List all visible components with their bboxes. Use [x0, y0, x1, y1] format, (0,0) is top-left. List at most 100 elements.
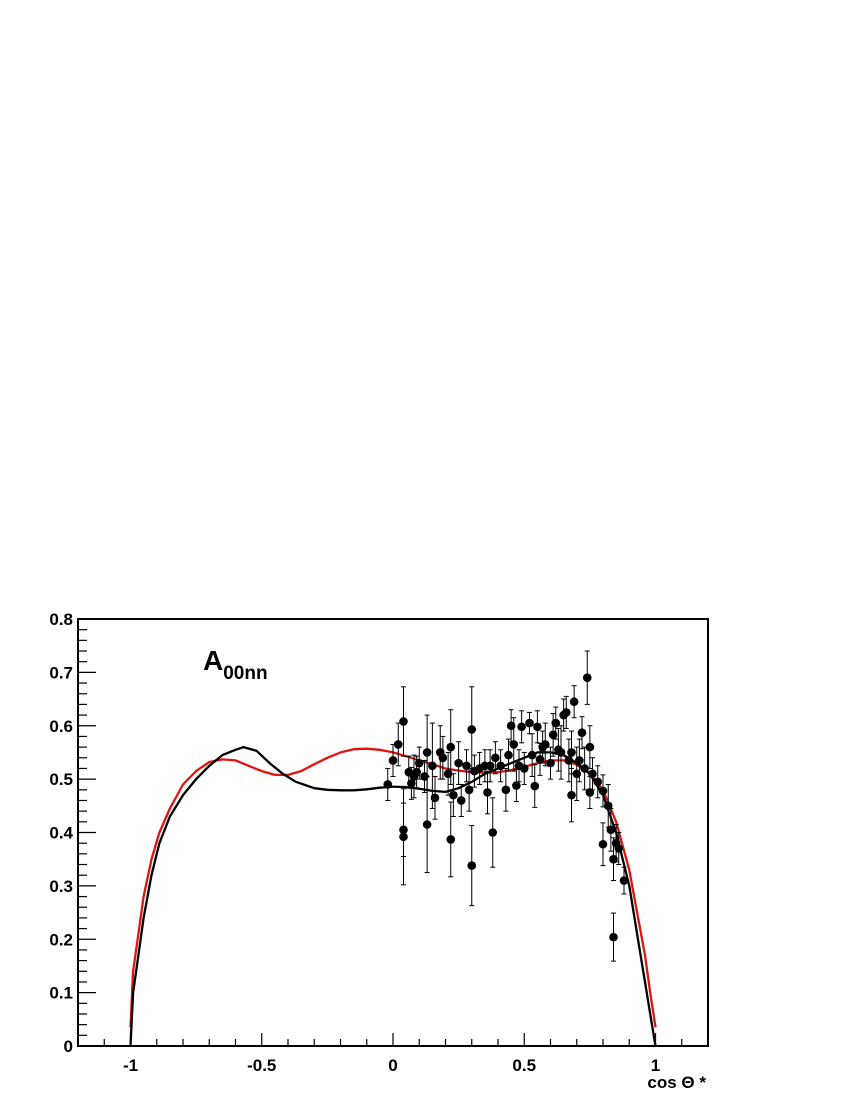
- point-marker: [428, 761, 437, 771]
- point-marker: [383, 780, 393, 789]
- point-marker: [449, 790, 458, 800]
- data-point: [388, 743, 398, 777]
- point-marker: [614, 844, 624, 853]
- x-tick-label: 0.5: [512, 1056, 536, 1075]
- data-point: [483, 770, 492, 815]
- point-marker: [517, 722, 526, 732]
- point-marker: [464, 785, 474, 795]
- data-point: [561, 695, 571, 729]
- data-point: [454, 741, 463, 785]
- data-point: [504, 738, 513, 772]
- point-marker: [525, 718, 534, 728]
- point-marker: [491, 753, 500, 763]
- data-point: [569, 685, 579, 719]
- data-point: [509, 717, 519, 772]
- point-marker: [582, 673, 592, 683]
- point-marker: [585, 788, 595, 797]
- data-point: [556, 725, 566, 780]
- point-marker: [551, 718, 561, 728]
- data-point: [383, 767, 393, 801]
- data-point: [533, 710, 542, 744]
- point-marker: [530, 781, 540, 791]
- data-point: [393, 722, 403, 767]
- point-marker: [567, 748, 576, 757]
- y-tick-label: 0.2: [49, 930, 73, 949]
- data-point: [464, 767, 474, 812]
- data-point: [614, 832, 624, 866]
- data-point: [446, 709, 456, 785]
- point-marker: [567, 790, 576, 800]
- point-marker: [388, 756, 398, 765]
- point-marker: [585, 742, 595, 752]
- point-marker: [577, 728, 587, 737]
- data-point: [438, 735, 448, 780]
- data-point: [577, 716, 587, 750]
- x-tick-label: 0: [388, 1056, 397, 1075]
- data-point: [567, 767, 576, 823]
- point-marker: [519, 764, 529, 773]
- point-marker: [546, 758, 555, 768]
- data-point: [456, 783, 466, 817]
- point-marker: [456, 796, 466, 805]
- point-marker: [512, 781, 521, 790]
- data-point: [540, 722, 550, 767]
- point-marker: [446, 742, 456, 752]
- data-point: [527, 733, 537, 777]
- y-tick-label: 0.4: [49, 824, 73, 843]
- data-point: [606, 807, 616, 852]
- data-point: [546, 746, 555, 780]
- point-marker: [580, 764, 589, 773]
- point-marker: [438, 753, 448, 763]
- data-point: [598, 774, 608, 808]
- data-point: [582, 650, 592, 705]
- data-point: [496, 749, 505, 783]
- data-point: [609, 912, 618, 962]
- y-tick-label: 0: [64, 1037, 73, 1056]
- data-point: [512, 769, 521, 803]
- axis-ticks: [78, 618, 683, 1047]
- point-marker: [422, 820, 432, 829]
- point-marker: [603, 801, 613, 811]
- y-tick-label: 0.1: [49, 984, 73, 1003]
- point-marker: [485, 761, 495, 771]
- point-marker: [509, 740, 519, 749]
- point-marker: [488, 828, 498, 837]
- point-marker: [454, 758, 463, 768]
- data-point: [588, 757, 597, 791]
- point-marker: [414, 758, 424, 768]
- y-tick-label: 0.3: [49, 877, 73, 896]
- data-point: [598, 822, 608, 867]
- x-tick-label: -1: [123, 1056, 138, 1075]
- annotation-main: A: [203, 645, 223, 676]
- point-marker: [467, 725, 477, 734]
- point-marker: [588, 769, 597, 779]
- data-point: [467, 686, 477, 773]
- data-point: [428, 722, 437, 809]
- point-marker: [540, 740, 550, 749]
- data-point: [575, 738, 584, 783]
- data-point: [491, 741, 500, 775]
- x-tick-label: 1: [651, 1056, 660, 1075]
- data-point: [399, 686, 408, 757]
- point-marker: [483, 788, 492, 797]
- point-marker: [598, 839, 608, 849]
- annotation-label: A00nn: [203, 645, 268, 684]
- data-point: [525, 711, 534, 735]
- point-marker: [527, 750, 537, 760]
- data-point: [619, 866, 629, 895]
- y-tick-label: 0.8: [49, 610, 73, 629]
- point-marker: [399, 717, 408, 726]
- point-marker: [496, 761, 505, 771]
- data-point: [449, 773, 458, 817]
- data-point: [485, 749, 495, 783]
- point-marker: [556, 748, 566, 757]
- point-marker: [462, 761, 471, 771]
- data-point: [488, 797, 498, 868]
- data-point: [399, 788, 408, 886]
- point-marker: [430, 793, 440, 803]
- point-marker: [619, 876, 629, 885]
- data-point: [585, 775, 595, 809]
- y-tick-label: 0.5: [49, 770, 73, 789]
- point-marker: [575, 756, 584, 765]
